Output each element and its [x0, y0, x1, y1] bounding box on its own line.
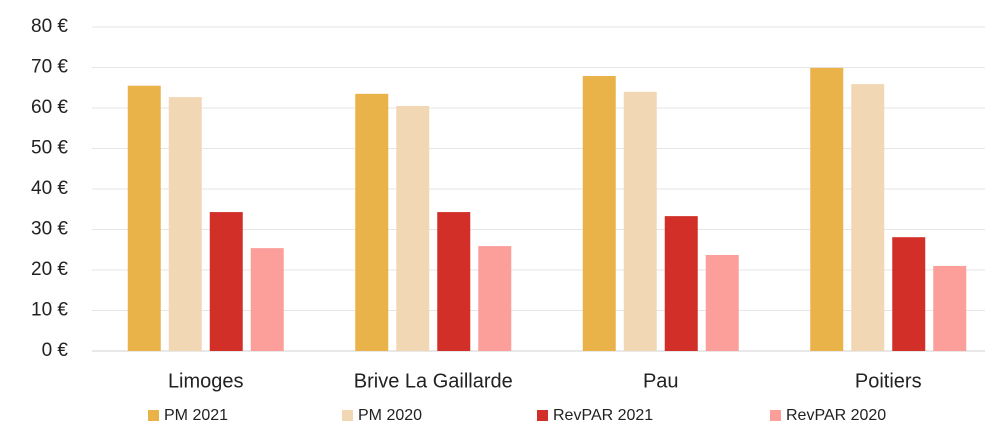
- bar: [582, 76, 616, 351]
- x-tick-label: Limoges: [168, 370, 244, 392]
- bar: [168, 97, 202, 351]
- legend-swatch: [537, 410, 548, 421]
- bar: [892, 237, 926, 351]
- bar: [705, 255, 739, 351]
- bar: [478, 246, 512, 351]
- y-tick-label: 70 €: [31, 57, 68, 78]
- bar: [933, 265, 967, 351]
- bar: [209, 212, 243, 351]
- legend-swatch: [342, 410, 353, 421]
- x-tick-label: Pau: [643, 370, 679, 392]
- bar: [623, 91, 657, 352]
- y-tick-label: 40 €: [31, 178, 68, 199]
- y-tick-label: 50 €: [31, 138, 68, 159]
- bar: [851, 84, 885, 351]
- bar: [810, 67, 844, 351]
- legend-swatch: [148, 410, 159, 421]
- y-tick-label: 30 €: [31, 219, 68, 240]
- x-tick-label: Brive La Gaillarde: [354, 370, 513, 392]
- y-tick-label: 10 €: [31, 300, 68, 321]
- bar: [355, 93, 389, 351]
- legend-label: RevPAR 2020: [786, 407, 886, 424]
- x-tick-label: Poitiers: [855, 370, 922, 392]
- legend-label: RevPAR 2021: [553, 407, 653, 424]
- y-tick-label: 60 €: [31, 97, 68, 118]
- bar: [437, 212, 471, 351]
- bar: [250, 248, 284, 351]
- legend-label: PM 2021: [164, 407, 228, 424]
- y-tick-label: 80 €: [31, 16, 68, 37]
- bar: [396, 105, 430, 351]
- y-tick-label: 0 €: [42, 340, 69, 361]
- legend-label: PM 2020: [358, 407, 422, 424]
- bar: [664, 216, 698, 351]
- legend-swatch: [770, 410, 781, 421]
- bar: [127, 85, 161, 351]
- y-tick-label: 20 €: [31, 259, 68, 280]
